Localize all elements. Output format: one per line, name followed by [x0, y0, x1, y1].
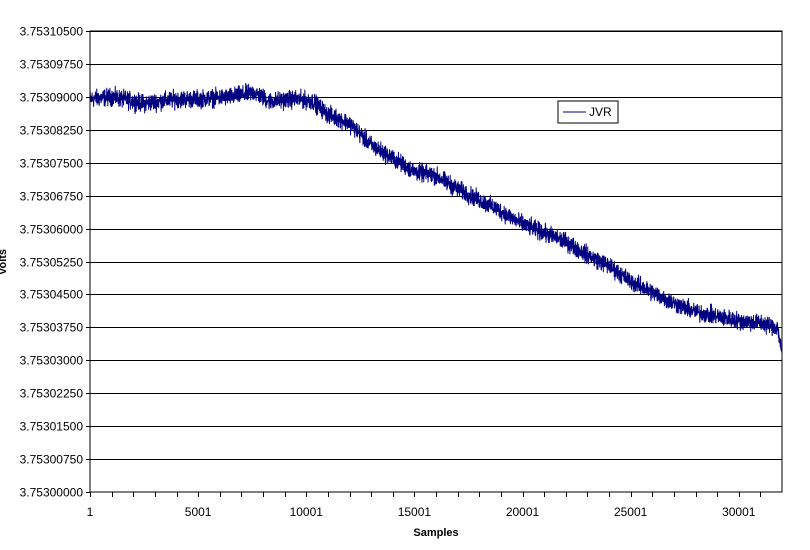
- x-axis-title: Samples: [413, 527, 458, 539]
- grid-lines: [90, 31, 782, 460]
- y-tick-label: 3.75301500: [20, 420, 84, 434]
- x-ticks: 1 5001 10001 15001 20001 25001 30001: [87, 492, 761, 519]
- legend-box: [557, 100, 619, 124]
- y-tick-label: 3.75303750: [20, 321, 84, 335]
- y-tick-label: 3.75307500: [20, 157, 84, 171]
- y-tick-label: 3.75305250: [20, 256, 84, 270]
- y-tick-label: 3.75306750: [20, 190, 84, 204]
- x-tick-label: 5001: [185, 505, 212, 519]
- legend-label: JVR: [589, 105, 612, 119]
- y-tick-label: 3.75308250: [20, 124, 84, 138]
- legend: JVR: [557, 100, 619, 124]
- y-tick-label: 3.75303000: [20, 354, 84, 368]
- plot-area: [89, 30, 783, 493]
- y-axis-title: Volts: [0, 249, 9, 275]
- x-tick-label: 15001: [398, 505, 432, 519]
- y-ticks: 3.75300000 3.75300750 3.75301500 3.75302250…: [20, 25, 90, 500]
- y-tick-label: 3.75302250: [20, 387, 84, 401]
- series-layer: [89, 82, 783, 353]
- y-tick-label: 3.75304500: [20, 288, 84, 302]
- x-tick-label: 1: [87, 505, 94, 519]
- series-line-jvr: [89, 82, 783, 353]
- y-tick-label: 3.75309750: [20, 58, 84, 72]
- y-tick-label: 3.75300000: [20, 486, 84, 500]
- y-tick-label: 3.75306000: [20, 223, 84, 237]
- y-tick-label: 3.75300750: [20, 453, 84, 467]
- y-tick-label: 3.75310500: [20, 25, 84, 39]
- x-tick-label: 25001: [614, 505, 648, 519]
- x-tick-label: 10001: [290, 505, 324, 519]
- x-tick-label: 30001: [722, 505, 756, 519]
- x-tick-label: 20001: [506, 505, 540, 519]
- y-tick-label: 3.75309000: [20, 91, 84, 105]
